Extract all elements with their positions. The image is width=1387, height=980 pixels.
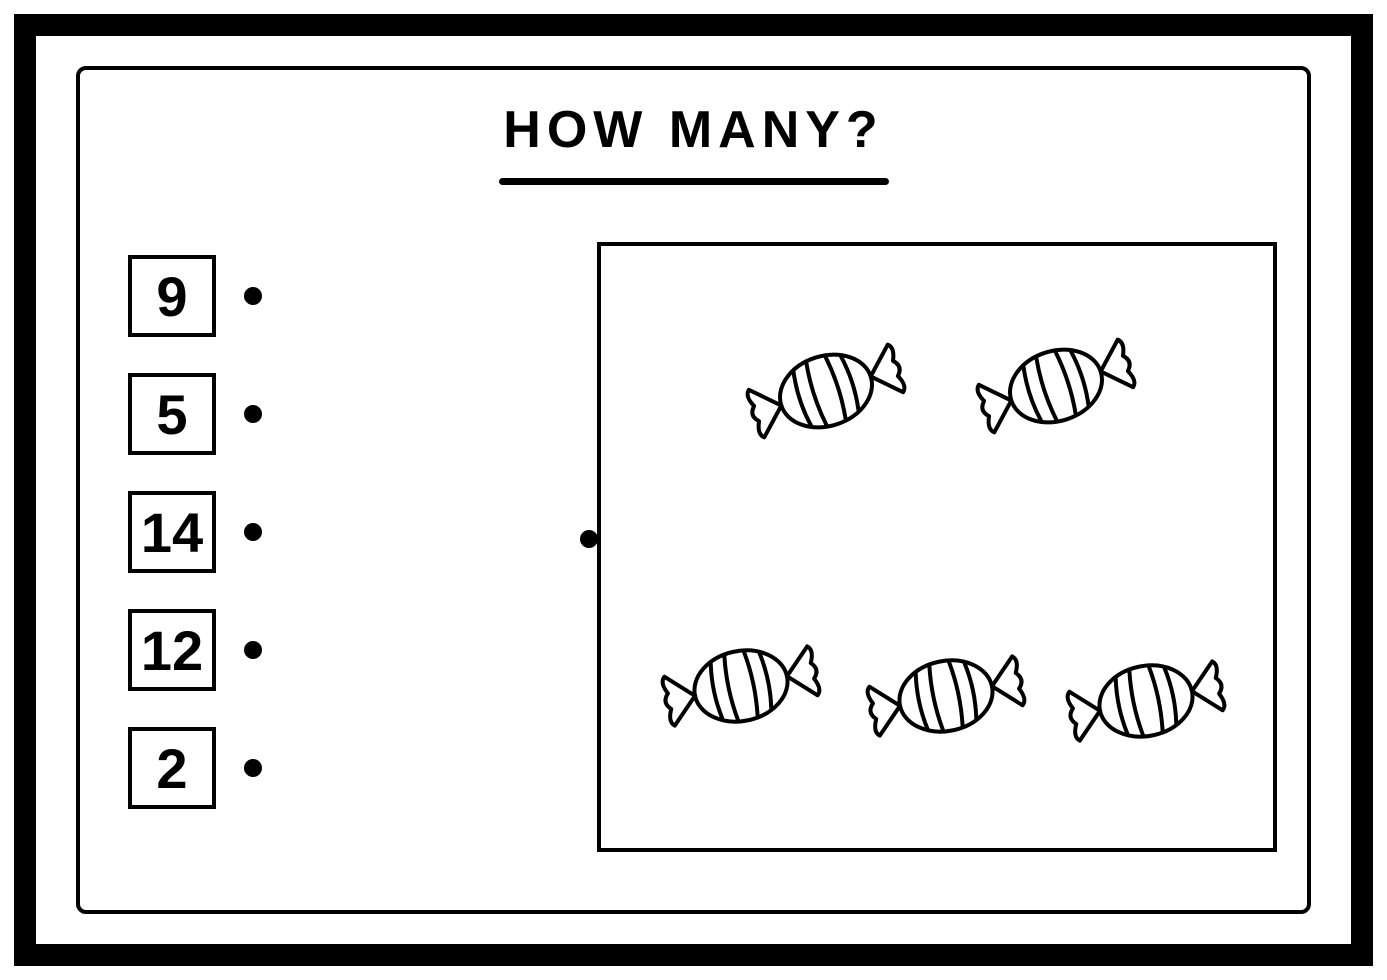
number-box[interactable]: 2 xyxy=(128,727,216,809)
option-row: 2 xyxy=(128,727,262,809)
option-dot xyxy=(244,405,262,423)
candy-icon xyxy=(852,629,1039,762)
page-title: HOW MANY? xyxy=(503,100,883,160)
option-dot xyxy=(244,287,262,305)
candy-icon xyxy=(1052,634,1239,767)
option-dot xyxy=(244,759,262,777)
option-row: 9 xyxy=(128,255,262,337)
option-row: 5 xyxy=(128,373,262,455)
option-row: 12 xyxy=(128,609,262,691)
option-row: 14 xyxy=(128,491,262,573)
inner-frame: HOW MANY? 9 5 14 12 2 xyxy=(76,66,1311,914)
items-panel xyxy=(597,242,1277,852)
options-list: 9 5 14 12 2 xyxy=(128,255,262,809)
outer-frame: HOW MANY? 9 5 14 12 2 xyxy=(14,14,1373,966)
option-dot xyxy=(244,523,262,541)
number-box[interactable]: 5 xyxy=(128,373,216,455)
candy-icon xyxy=(647,619,834,752)
number-box[interactable]: 14 xyxy=(128,491,216,573)
panel-dot xyxy=(580,530,598,548)
candy-icon xyxy=(960,312,1153,460)
option-dot xyxy=(244,641,262,659)
number-box[interactable]: 12 xyxy=(128,609,216,691)
candy-icon xyxy=(730,317,923,465)
number-box[interactable]: 9 xyxy=(128,255,216,337)
title-underline xyxy=(499,178,889,185)
